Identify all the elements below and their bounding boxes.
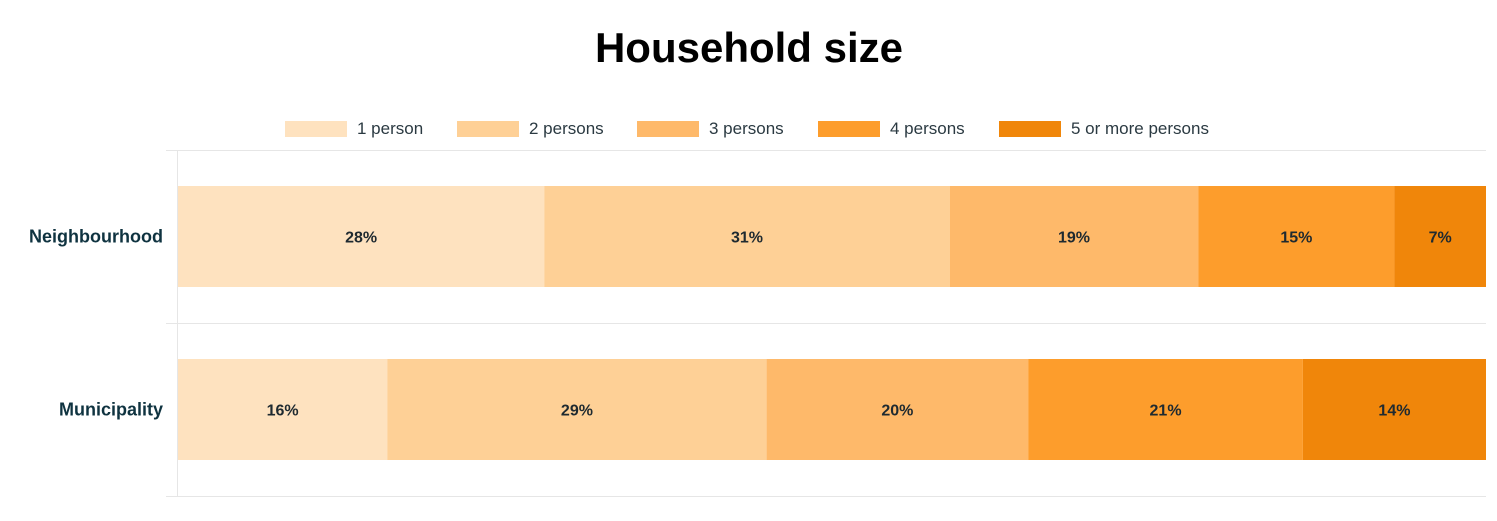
data-label: 16% xyxy=(267,403,299,420)
legend-label: 1 person xyxy=(357,119,423,138)
data-label: 7% xyxy=(1429,230,1452,247)
bar-segment xyxy=(1198,186,1395,287)
plot-area: Neighbourhood 28% 31% 19% 15% 7% Municipality 1… xyxy=(29,186,1486,460)
data-label: 15% xyxy=(1280,230,1312,247)
legend-label: 3 persons xyxy=(709,119,784,138)
legend-label: 4 persons xyxy=(890,119,965,138)
legend-swatch xyxy=(637,121,699,137)
data-label: 28% xyxy=(345,230,377,247)
data-label: 19% xyxy=(1058,230,1090,247)
data-label: 31% xyxy=(731,230,763,247)
legend-label: 2 persons xyxy=(529,119,604,138)
bar-segment xyxy=(1302,359,1486,460)
data-label: 14% xyxy=(1378,403,1410,420)
grid xyxy=(166,150,1486,497)
legend-swatch xyxy=(457,121,519,137)
legend-swatch xyxy=(818,121,880,137)
data-label: 29% xyxy=(561,403,593,420)
legend-swatch xyxy=(285,121,347,137)
bar-segment xyxy=(1028,359,1303,460)
category-label: Neighbourhood xyxy=(29,227,163,247)
chart-title: Household size xyxy=(595,24,903,71)
bar-segment xyxy=(1394,186,1486,287)
bar-segment xyxy=(544,186,950,287)
bar-segment xyxy=(178,186,545,287)
bar-segment xyxy=(766,359,1029,460)
bar-segment xyxy=(387,359,767,460)
category-label: Municipality xyxy=(59,400,163,420)
legend-swatch xyxy=(999,121,1061,137)
legend: 1 person 2 persons 3 persons 4 persons 5 or … xyxy=(285,119,1209,138)
data-label: 20% xyxy=(881,403,913,420)
bar-segment xyxy=(178,359,388,460)
bar-segment xyxy=(949,186,1199,287)
legend-label: 5 or more persons xyxy=(1071,119,1209,138)
data-label: 21% xyxy=(1150,403,1182,420)
